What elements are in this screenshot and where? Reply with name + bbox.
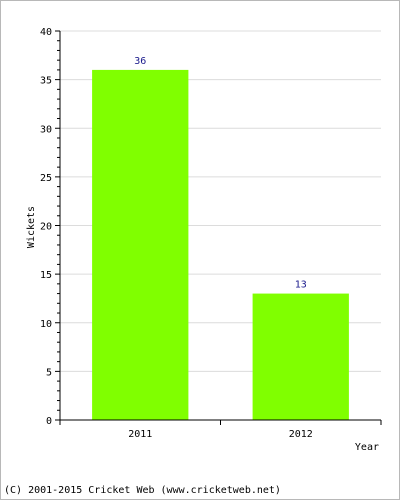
- axis-layer: [55, 30, 382, 425]
- y-tick-label: 5: [46, 367, 52, 378]
- x-axis-title: Year: [355, 442, 379, 453]
- y-tick-label: 35: [40, 76, 52, 87]
- data-label: 13: [295, 280, 307, 291]
- data-label: 36: [134, 56, 146, 67]
- y-tick-label: 30: [40, 124, 52, 135]
- y-tick-label: 20: [40, 222, 52, 233]
- x-tick-label: 2011: [128, 429, 152, 440]
- y-axis-title: Wickets: [26, 206, 37, 248]
- y-tick-label: 25: [40, 173, 52, 184]
- bar-layer: [92, 69, 349, 421]
- y-tick-label: 40: [40, 27, 52, 38]
- label-layer: 0 5 10 15 20 25 30 35 40 36 2011 13 2012: [40, 27, 313, 440]
- y-tick-label: 0: [46, 416, 52, 427]
- y-tick-label: 15: [40, 270, 52, 281]
- copyright-text: (C) 2001-2015 Cricket Web (www.cricketwe…: [4, 485, 281, 496]
- y-tick-label: 10: [40, 319, 52, 330]
- bar-2011: [92, 69, 189, 421]
- bar-2012: [252, 293, 349, 420]
- x-tick-label: 2012: [289, 429, 313, 440]
